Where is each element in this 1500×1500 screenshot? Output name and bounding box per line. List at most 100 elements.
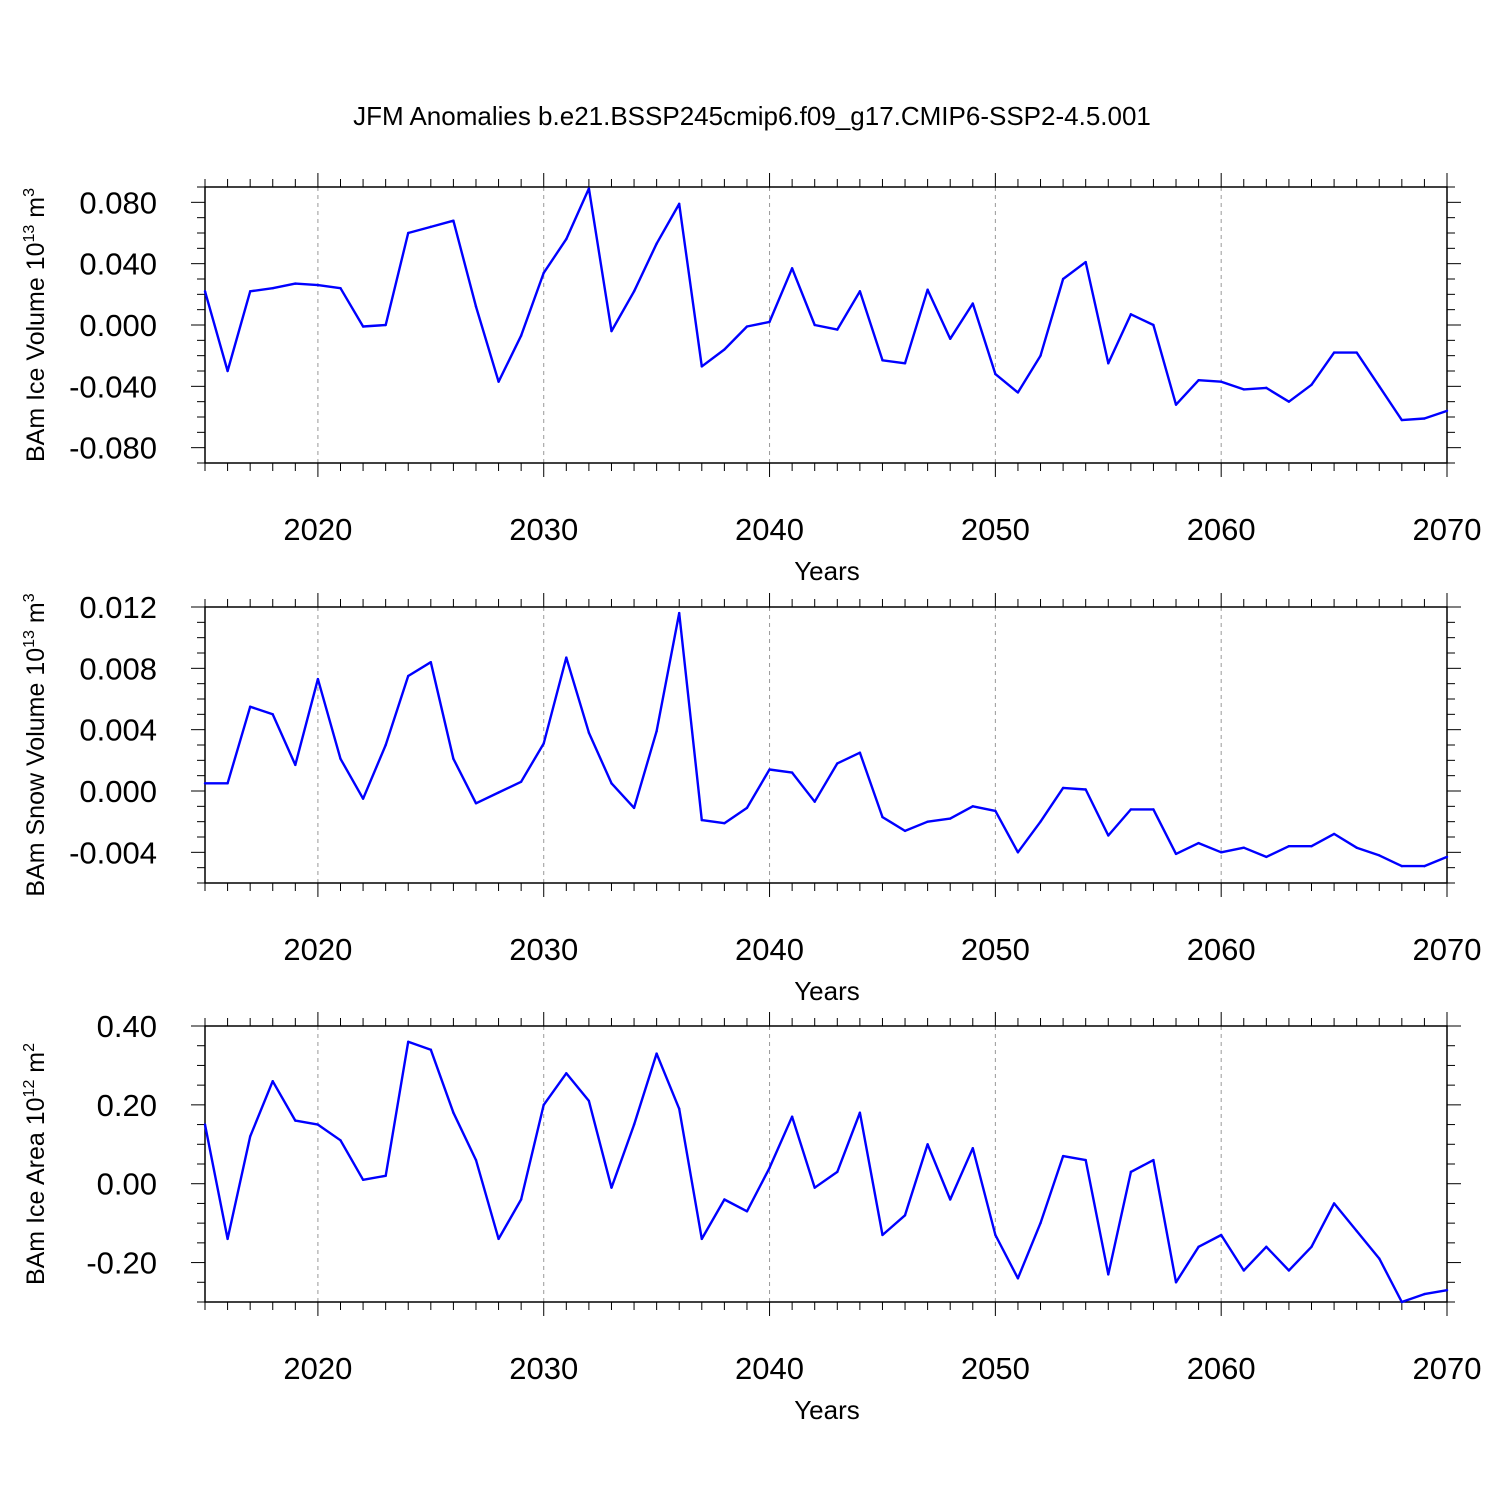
data-point-2053: [1061, 277, 1065, 281]
x-tick-label: 2060: [1187, 512, 1256, 547]
x-tick-label: 2060: [1187, 932, 1256, 967]
data-point-2018: [271, 1080, 274, 1083]
series-line: [203, 187, 1448, 422]
y-axis-label-exponent: 13: [21, 630, 38, 648]
data-point-2039: [745, 325, 749, 328]
data-point-2025: [429, 225, 433, 229]
data-point-2034: [632, 1123, 636, 1126]
data-point-2031: [565, 1072, 568, 1075]
data-point-2067: [1378, 854, 1381, 857]
data-point-2044: [858, 751, 862, 754]
series-line: [205, 611, 1448, 868]
x-tick-label: 2050: [961, 932, 1030, 967]
y-axis-label-text: BAm Ice Area 10: [22, 1097, 50, 1285]
data-point-2043: [836, 328, 839, 331]
data-point-2027: [474, 305, 478, 308]
data-point-2046: [903, 1214, 907, 1217]
y-tick-label: 0.20: [97, 1088, 157, 1123]
y-tick-label: 0.008: [79, 651, 157, 686]
x-tick-label: 2070: [1413, 1351, 1482, 1386]
data-point-2056: [1129, 1170, 1133, 1174]
data-point-2062: [1265, 386, 1268, 390]
y-tick-label: 0.080: [79, 185, 157, 220]
data-point-2044: [858, 1111, 862, 1114]
data-point-2023: [384, 1174, 387, 1178]
data-point-2067: [1378, 1257, 1381, 1260]
data-point-2052: [1039, 820, 1042, 823]
y-tick-label: 0.040: [79, 247, 157, 282]
data-point-2019: [294, 282, 297, 285]
data-point-2018: [271, 713, 274, 716]
data-point-2042: [813, 800, 816, 803]
data-point-2045: [881, 1233, 884, 1237]
data-point-2054: [1084, 1158, 1087, 1162]
data-point-2065: [1332, 1202, 1336, 1205]
data-point-2038: [723, 348, 726, 351]
data-point-2066: [1355, 1229, 1358, 1233]
data-point-2049: [971, 1147, 974, 1150]
y-axis-label: BAm Ice Area 1012 m2: [21, 1043, 50, 1285]
data-point-2056: [1129, 313, 1133, 316]
x-tick-label: 2070: [1413, 932, 1482, 967]
data-point-2063: [1287, 400, 1291, 403]
data-point-2056: [1129, 808, 1133, 811]
data-point-2037: [700, 1237, 703, 1241]
x-tick-label: 2020: [283, 1351, 352, 1386]
data-point-2035: [655, 1052, 658, 1055]
data-point-2051: [1016, 1277, 1020, 1280]
x-tick-label: 2050: [961, 1351, 1030, 1386]
data-point-2017: [248, 290, 252, 293]
data-point-2051: [1016, 851, 1020, 854]
data-point-2020: [316, 677, 320, 681]
data-point-2031: [565, 237, 568, 241]
x-axis-label: Years: [794, 976, 860, 1006]
data-point-2063: [1287, 845, 1291, 848]
data-point-2016: [226, 782, 229, 785]
y-axis-label-exponent: 12: [21, 1080, 38, 1098]
data-point-2069: [1423, 1292, 1426, 1296]
data-point-2024: [407, 1040, 410, 1043]
data-point-2021: [339, 757, 342, 760]
data-point-2041: [790, 1115, 794, 1118]
y-tick-label: -0.20: [86, 1246, 157, 1281]
y-tick-label: 0.004: [79, 713, 157, 748]
data-point-2058: [1174, 403, 1178, 406]
data-point-2050: [994, 1233, 997, 1237]
data-point-2063: [1287, 1269, 1291, 1272]
data-point-2029: [519, 334, 523, 337]
data-point-2031: [565, 656, 568, 659]
data-point-2046: [903, 362, 907, 365]
data-point-2025: [429, 1048, 433, 1051]
series-line: [203, 1040, 1448, 1304]
data-point-2016: [226, 369, 229, 373]
data-point-2058: [1174, 852, 1178, 856]
x-tick-label: 2060: [1187, 1351, 1256, 1386]
data-point-2035: [655, 730, 658, 733]
data-point-2020: [316, 283, 320, 287]
data-point-2053: [1061, 1154, 1065, 1158]
data-point-2062: [1265, 855, 1268, 859]
chart-panel-2: 2020 2030 2040 2050 2060 2070 Years 0.012 0.008 0…: [21, 590, 1481, 1006]
y-axis-label-unit: m: [22, 602, 50, 630]
data-point-2027: [474, 802, 478, 805]
data-point-2040: [768, 320, 771, 324]
x-tick-label: 2050: [961, 512, 1030, 547]
figure-title: JFM Anomalies b.e21.BSSP245cmip6.f09_g17…: [353, 101, 1151, 131]
data-point-2043: [836, 1170, 839, 1174]
data-point-2052: [1039, 354, 1042, 357]
data-point-2061: [1242, 846, 1245, 849]
data-point-2037: [700, 818, 703, 822]
y-tick-label: 0.40: [97, 1009, 157, 1044]
data-point-2050: [994, 372, 997, 376]
data-point-2057: [1152, 323, 1155, 327]
data-point-2062: [1265, 1245, 1268, 1249]
data-point-2050: [994, 809, 997, 813]
data-point-2054: [1084, 260, 1087, 264]
data-point-2021: [339, 1139, 342, 1142]
y-axis-label-unit: m: [22, 1052, 50, 1080]
y-axis-label-exponent: 13: [21, 225, 38, 243]
data-point-2024: [407, 674, 410, 678]
data-point-2061: [1242, 388, 1245, 391]
data-point-2026: [452, 219, 455, 222]
y-tick-label: -0.080: [69, 431, 157, 466]
